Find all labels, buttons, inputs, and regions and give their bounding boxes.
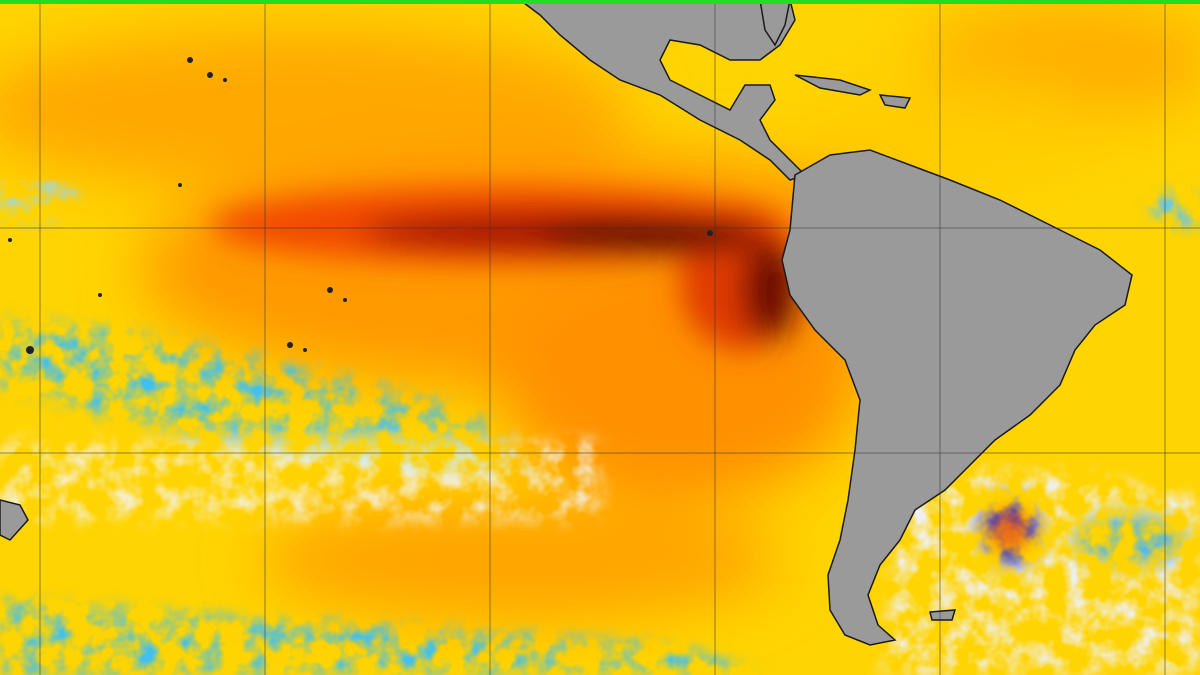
new-zealand — [0, 499, 29, 541]
cool-band-southwest — [0, 320, 540, 473]
florida — [759, 0, 791, 47]
galapagos — [707, 230, 713, 236]
island — [303, 348, 307, 352]
island — [207, 72, 213, 78]
hot-tongue — [210, 187, 800, 350]
cool-regions — [0, 180, 1200, 675]
falklands — [929, 609, 957, 621]
island — [26, 346, 34, 354]
islands — [8, 57, 713, 354]
hot-core — [540, 220, 760, 252]
cuba — [794, 74, 872, 96]
island — [287, 342, 293, 348]
island — [187, 57, 193, 63]
top-border — [0, 0, 1200, 4]
cool-east — [1150, 190, 1200, 230]
hispaniola — [878, 94, 912, 109]
island — [343, 298, 347, 302]
south-america — [781, 149, 1133, 646]
island — [327, 287, 333, 293]
neutral-band — [0, 440, 600, 520]
island — [223, 78, 227, 82]
central-america — [518, 0, 807, 181]
warm-eddy — [990, 508, 1030, 552]
warm-north — [0, 30, 630, 190]
land — [0, 0, 1133, 646]
island — [98, 293, 102, 297]
island — [178, 183, 182, 187]
warm-south — [260, 500, 780, 620]
cool-band-south — [0, 600, 760, 675]
cool-atlantic — [1070, 510, 1190, 570]
island — [8, 238, 12, 242]
